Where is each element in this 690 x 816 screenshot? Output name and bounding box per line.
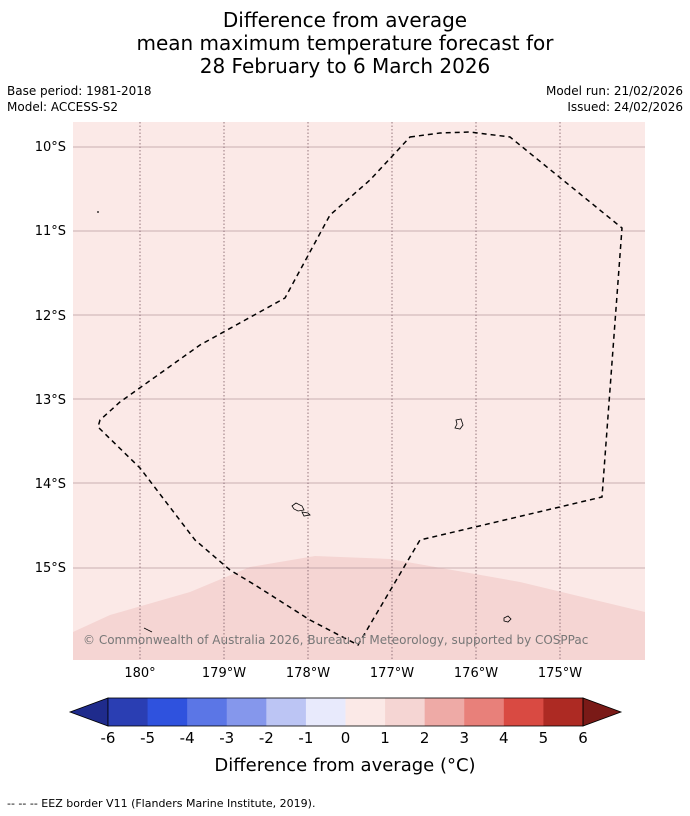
colorbar-segment (503, 698, 544, 726)
base-period: Base period: 1981-2018 (7, 84, 152, 98)
island-small (97, 211, 99, 213)
island-futuna (143, 627, 153, 633)
colorbar-segment (385, 698, 426, 726)
island-wallis-islet (301, 511, 311, 517)
island-niuatoputapu (503, 615, 512, 623)
island-wallis (291, 502, 305, 512)
colorbar-segment (345, 698, 386, 726)
colorbar-tick-label: -6 (101, 729, 116, 747)
eez-border (97, 131, 623, 646)
title-line-2: mean maximum temperature forecast for (136, 31, 554, 55)
colorbar-tick-label: -3 (219, 729, 234, 747)
colorbar-extend-high (582, 697, 623, 727)
lat-label-12s: 12°S (35, 309, 66, 324)
lat-label-15s: 15°S (35, 561, 66, 576)
lon-label-178w: 178°W (286, 666, 330, 681)
colorbar-tick-label: 5 (539, 729, 549, 747)
lat-label-11s: 11°S (35, 224, 66, 239)
lat-label-14s: 14°S (35, 477, 66, 492)
model-run: Model run: 21/02/2026 (545, 84, 683, 98)
colorbar-segment (147, 698, 188, 726)
colorbar-extend-low (68, 697, 109, 727)
lon-label-177w: 177°W (370, 666, 414, 681)
lon-label-180: 180° (124, 666, 155, 681)
model-name: Model: ACCESS-S2 (7, 100, 119, 114)
eez-footnote: -- -- -- EEZ border V11 (Flanders Marine… (7, 797, 316, 810)
colorbar-tick-label: -5 (140, 729, 155, 747)
colorbar-segment (187, 698, 228, 726)
lat-label-13s: 13°S (35, 393, 66, 408)
lon-label-176w: 176°W (454, 666, 498, 681)
colorbar-segment (424, 698, 465, 726)
colorbar-segment (266, 698, 307, 726)
colorbar-segment (226, 698, 267, 726)
title-line-1: Difference from average (222, 8, 468, 32)
lon-label-175w: 175°W (538, 666, 582, 681)
colorbar-tick-label: -4 (180, 729, 195, 747)
title-line-3: 28 February to 6 March 2026 (199, 54, 491, 78)
colorbar-segment (305, 698, 346, 726)
colorbar-tick-label: 3 (459, 729, 469, 747)
forecast-map: © Commonwealth of Australia 2026, Bureau… (35, 122, 645, 747)
colorbar-tick-label: 0 (341, 729, 351, 747)
colorbar-segment (108, 698, 149, 726)
colorbar-segment (464, 698, 505, 726)
latitude-gridlines (73, 146, 645, 569)
colorbar-tick-label: 2 (420, 729, 430, 747)
anomaly-region-1-to-2 (73, 556, 645, 660)
colorbar-tick-label: 1 (380, 729, 390, 747)
colorbar-title: Difference from average (°C) (214, 755, 476, 776)
colorbar-tick-label: -1 (298, 729, 313, 747)
issued-date: Issued: 24/02/2026 (567, 100, 683, 114)
island-niuafoou (454, 418, 464, 430)
colorbar-tick-label: -2 (259, 729, 274, 747)
copyright-text: © Commonwealth of Australia 2026, Bureau… (83, 633, 588, 647)
longitude-gridlines (139, 122, 561, 660)
colorbar-segment (543, 698, 584, 726)
colorbar (68, 697, 623, 727)
colorbar-tick-label: 4 (499, 729, 509, 747)
lat-label-10s: 10°S (35, 140, 66, 155)
lon-label-179w: 179°W (202, 666, 246, 681)
colorbar-border (107, 697, 584, 727)
colorbar-tick-label: 6 (578, 729, 588, 747)
